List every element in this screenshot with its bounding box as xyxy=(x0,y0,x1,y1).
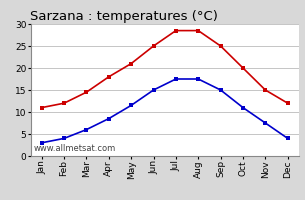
Text: www.allmetsat.com: www.allmetsat.com xyxy=(33,144,115,153)
Text: Sarzana : temperatures (°C): Sarzana : temperatures (°C) xyxy=(30,10,218,23)
